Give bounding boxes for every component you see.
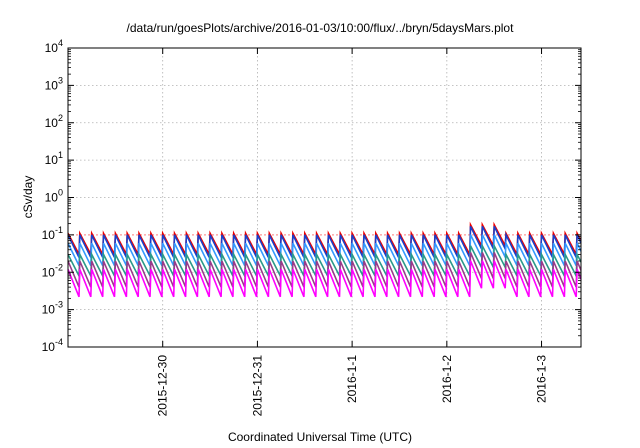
series-line-4 — [68, 242, 581, 279]
x-tick-label: 2016-1-3 — [535, 355, 549, 403]
y-tick-label: 10-2 — [42, 262, 63, 279]
series-line-1 — [68, 221, 581, 258]
x-tick-label: 2015-12-31 — [250, 355, 264, 417]
series-line-6 — [68, 260, 581, 298]
x-axis-label: Coordinated Universal Time (UTC) — [227, 430, 413, 444]
y-tick-label: 10-3 — [42, 300, 63, 317]
y-tick-label: 10-4 — [42, 337, 63, 354]
y-tick-label: 102 — [45, 113, 63, 130]
x-tick-label: 2016-1-1 — [345, 355, 359, 403]
y-tick-label: 100 — [45, 188, 63, 205]
series-line-5 — [68, 252, 581, 288]
y-tick-label: 101 — [45, 150, 63, 167]
x-tick-label: 2016-1-2 — [440, 355, 454, 403]
chart-title: /data/run/goesPlots/archive/2016-01-03/1… — [126, 21, 514, 35]
y-tick-label: 10-1 — [42, 225, 63, 242]
series-line-3 — [68, 234, 581, 267]
x-tick-label: 2015-12-30 — [156, 355, 170, 417]
series-line-2 — [68, 225, 581, 258]
y-tick-label: 104 — [45, 38, 63, 55]
y-tick-label: 103 — [45, 75, 63, 92]
